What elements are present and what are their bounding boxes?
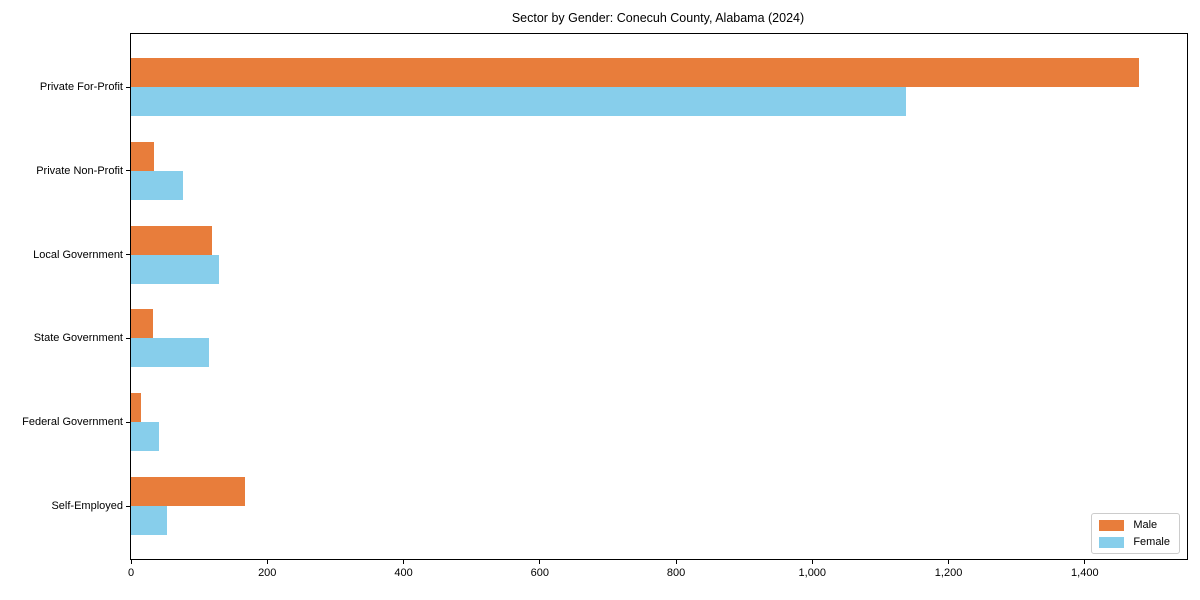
- xtick-mark: [266, 559, 268, 564]
- bar-male-private-non-profit: [131, 141, 155, 171]
- ytick-label-state-government: State Government: [33, 332, 123, 345]
- legend-swatch-female: [1099, 536, 1125, 548]
- ytick-mark: [126, 86, 131, 88]
- bar-male-state-government: [131, 309, 153, 339]
- xtick-mark: [948, 559, 950, 564]
- legend: Male Female: [1091, 513, 1180, 554]
- xtick-label: 600: [530, 567, 549, 579]
- ytick-mark: [126, 254, 131, 256]
- xtick-mark: [130, 559, 132, 564]
- bar-female-private-non-profit: [131, 170, 183, 200]
- xtick-label: 0: [127, 567, 135, 579]
- chart-title: Sector by Gender: Conecuh County, Alabam…: [511, 11, 805, 25]
- legend-label-male: Male: [1133, 519, 1158, 531]
- xtick-label: 200: [258, 567, 277, 579]
- xtick-label: 400: [394, 567, 413, 579]
- xtick-mark: [811, 559, 813, 564]
- ytick-mark: [126, 337, 131, 339]
- xtick-mark: [675, 559, 677, 564]
- bar-female-private-for-profit: [131, 87, 907, 116]
- ytick-label-private-for-profit: Private For-Profit: [39, 81, 123, 93]
- legend-item-female: Female: [1099, 536, 1170, 548]
- bar-female-self-employed: [131, 506, 168, 535]
- xtick-mark: [539, 559, 541, 564]
- bar-female-federal-government: [131, 422, 159, 452]
- ytick-mark: [126, 505, 131, 507]
- ytick-label-federal-government: Federal Government: [22, 416, 123, 429]
- xtick-mark: [403, 559, 405, 564]
- legend-label-female: Female: [1133, 536, 1170, 548]
- bar-male-private-for-profit: [131, 58, 1140, 87]
- ytick-label-private-non-profit: Private Non-Profit: [36, 164, 123, 177]
- bar-male-self-employed: [131, 477, 246, 506]
- bar-female-state-government: [131, 338, 210, 368]
- ytick-label-local-government: Local Government: [33, 248, 123, 261]
- bar-male-federal-government: [131, 393, 142, 423]
- xtick-label: 1,200: [934, 567, 963, 579]
- xtick-label: 1,000: [798, 567, 827, 579]
- xtick-mark: [1084, 559, 1086, 564]
- ytick-mark: [126, 421, 131, 423]
- bar-female-local-government: [131, 254, 219, 284]
- plot-area: Male Female Private For-Profit Private Non…: [22, 33, 1188, 579]
- xtick-label: 800: [666, 567, 686, 579]
- legend-swatch-male: [1099, 519, 1125, 531]
- ytick-mark: [126, 170, 131, 172]
- ytick-label-self-employed: Self-Employed: [51, 500, 123, 512]
- xtick-label: 1,400: [1071, 567, 1099, 579]
- legend-item-male: Male: [1099, 519, 1170, 531]
- bar-male-local-government: [131, 225, 213, 255]
